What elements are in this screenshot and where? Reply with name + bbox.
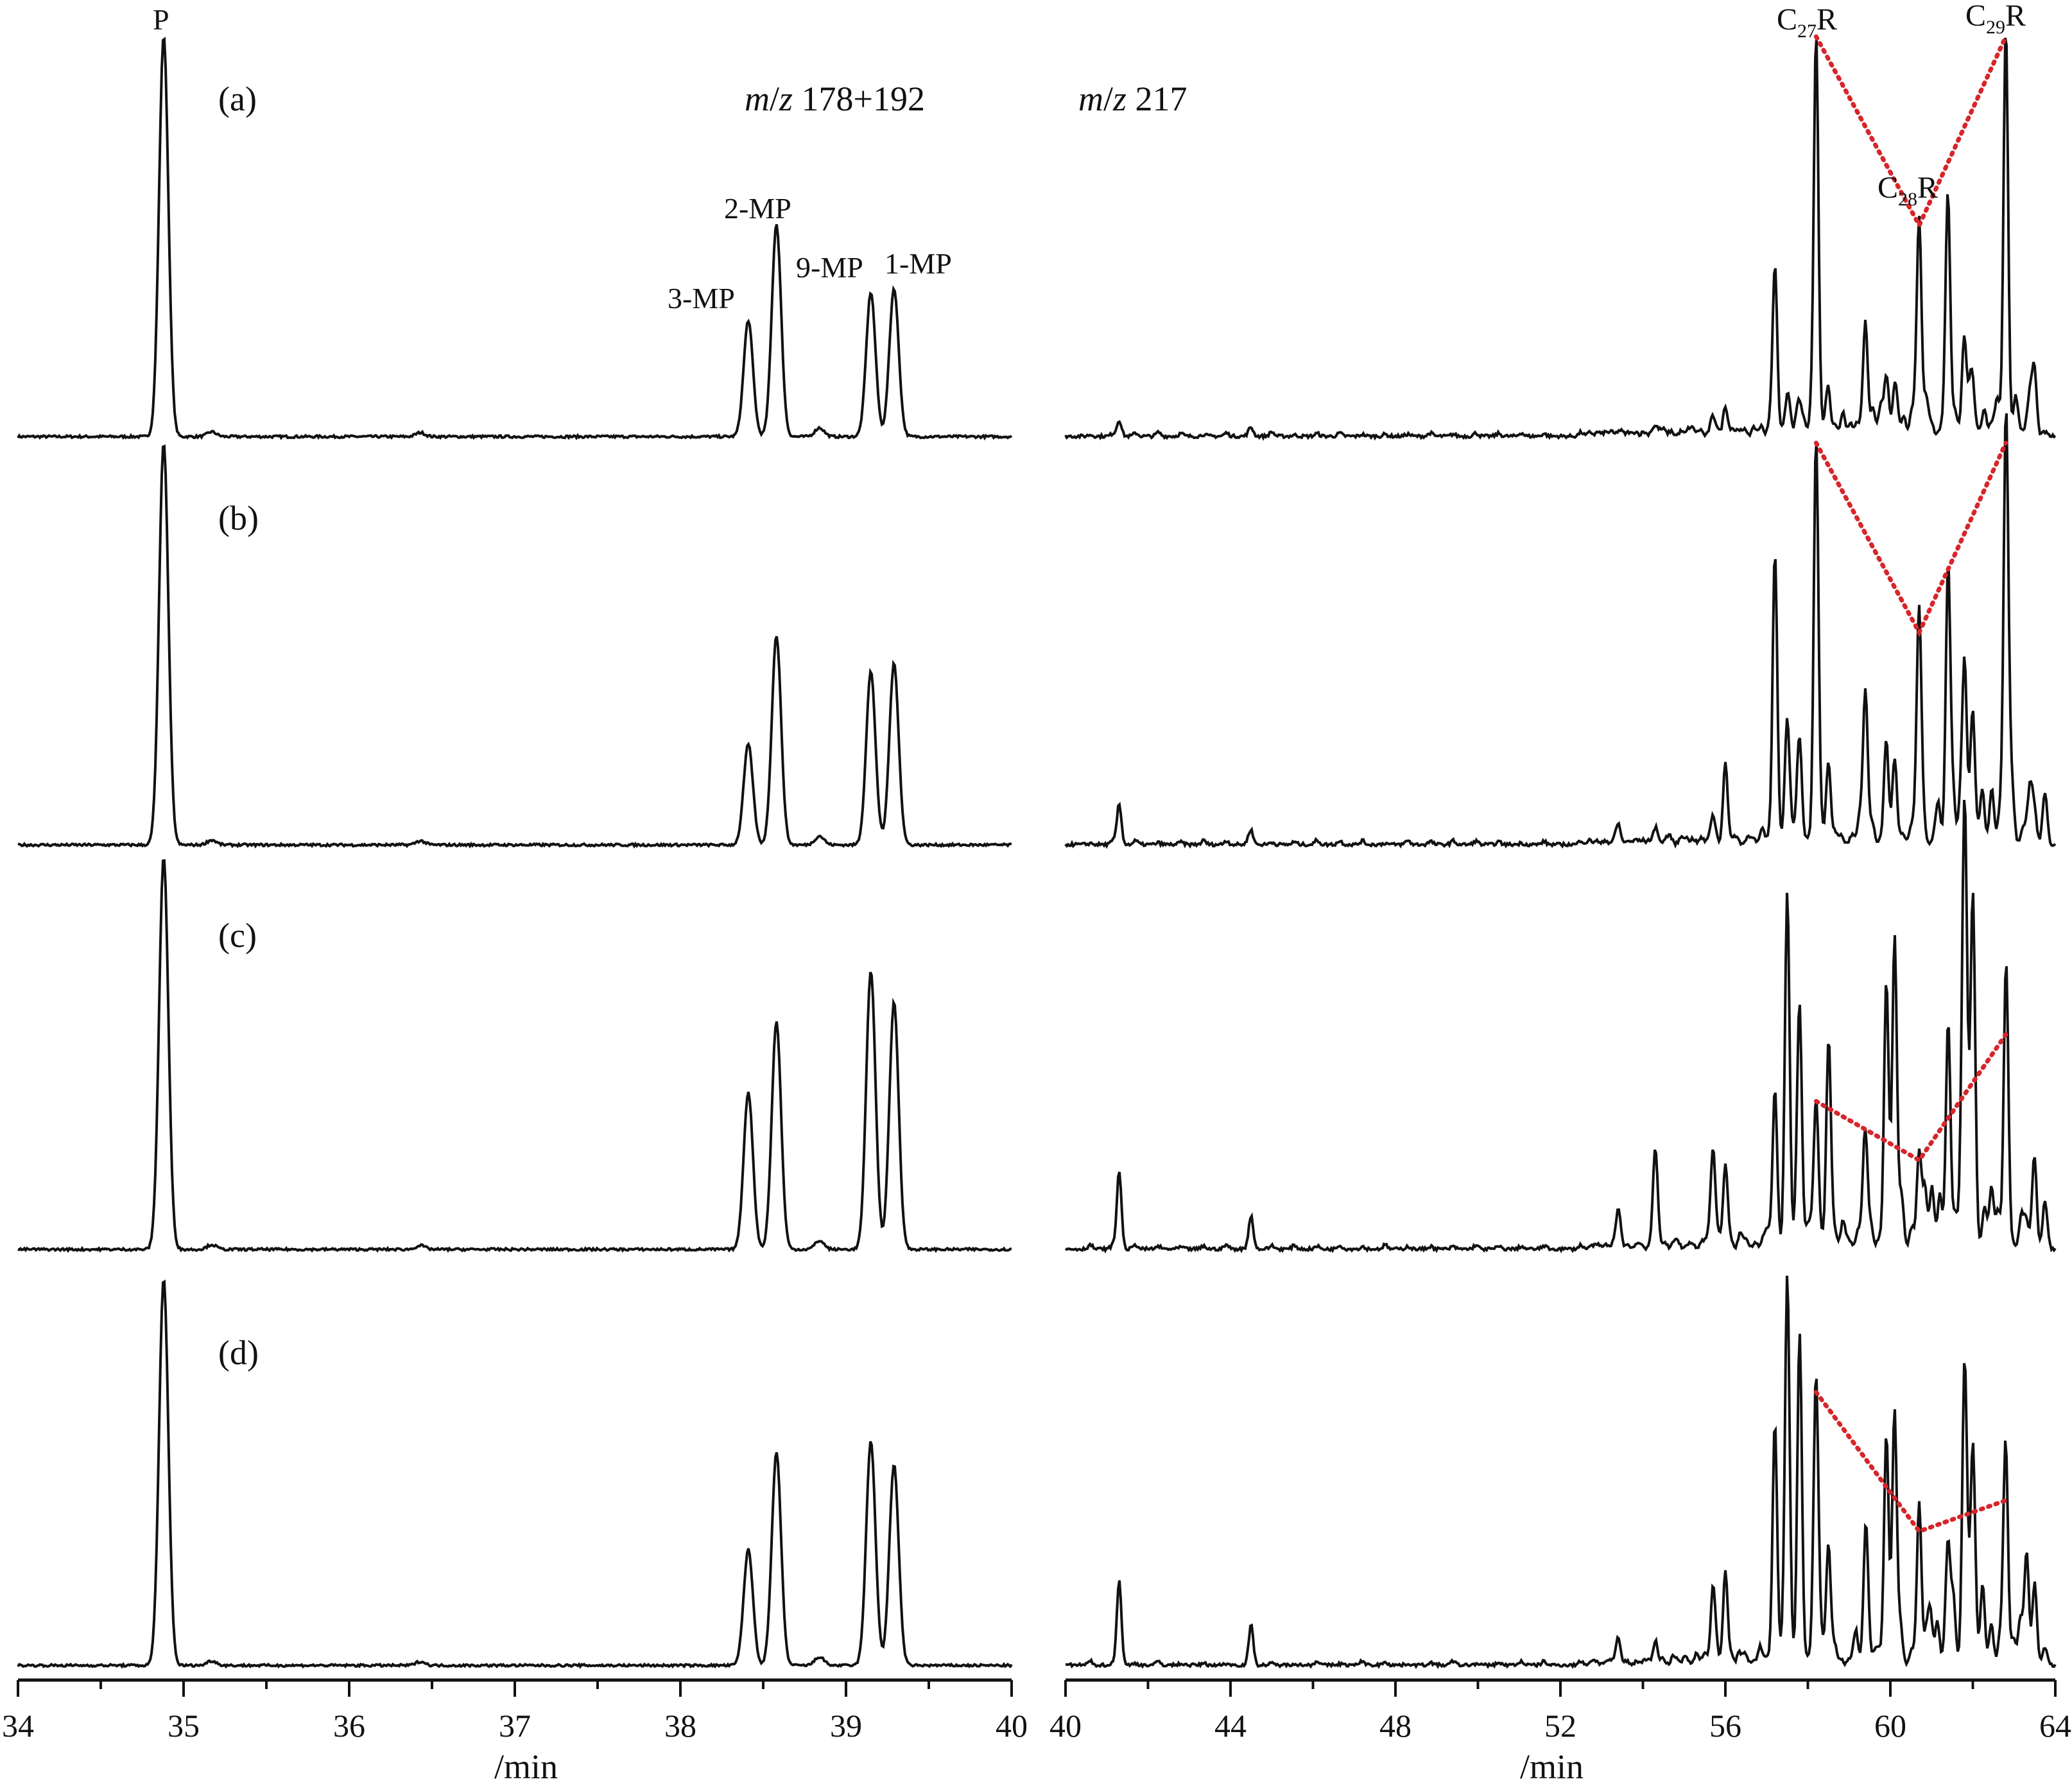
sterane-trend-d xyxy=(1813,1390,2008,1534)
peak-label-c27r: C27R xyxy=(1777,3,1837,42)
peak-label-c29r: C29R xyxy=(1965,0,2026,38)
trace-right-d xyxy=(1065,1276,2057,1669)
left-tick-label: 34 xyxy=(2,1708,34,1744)
right-axis-title: /min xyxy=(1520,1747,1584,1786)
peak-label-p: P xyxy=(153,3,169,36)
panel-label-b: (b) xyxy=(218,499,259,537)
trace-right-b xyxy=(1064,413,2057,849)
panel-label-a: (a) xyxy=(218,80,257,118)
right-tick-label: 52 xyxy=(1544,1708,1576,1744)
trace-right-c xyxy=(1064,799,2057,1254)
right-tick-label: 56 xyxy=(1709,1708,1741,1744)
left-tick-label: 40 xyxy=(996,1708,1028,1744)
right-tick-label: 60 xyxy=(1874,1708,1906,1744)
right-tick-label: 48 xyxy=(1379,1708,1412,1744)
right-tick-label: 40 xyxy=(1049,1708,1082,1744)
trace-right-a xyxy=(1064,37,2057,441)
peak-label-2mp: 2-MP xyxy=(724,192,791,225)
trace-left-c xyxy=(17,859,1012,1253)
sterane-trend-a xyxy=(1813,34,2008,230)
sterane-trend-b xyxy=(1813,440,2008,638)
trace-left-d xyxy=(17,1279,1013,1669)
right-tick-label: 64 xyxy=(2039,1708,2071,1744)
peak-label-c28r: C28R xyxy=(1878,171,1938,210)
right-tick-label: 44 xyxy=(1214,1708,1247,1744)
left-axis-title: /min xyxy=(494,1747,558,1786)
peak-label-3mp: 3-MP xyxy=(668,282,735,315)
panel-label-c: (c) xyxy=(218,916,257,955)
left-tick-label: 35 xyxy=(168,1708,200,1744)
sterane-trend-c xyxy=(1813,1032,2008,1163)
trace-left-a xyxy=(17,37,1013,441)
trace-layer xyxy=(17,37,2057,1669)
peak-label-1mp: 1-MP xyxy=(885,247,952,280)
trace-left-b xyxy=(17,444,1012,849)
sterane-trend-lines xyxy=(1813,34,2008,1534)
panel-label-d: (d) xyxy=(218,1333,259,1372)
left-tick-label: 39 xyxy=(830,1708,862,1744)
tick-layer: 34 35 36 37 38 39 40 40 44 48 52 56 60 64 xyxy=(2,1680,2071,1744)
right-ion-title: m/z 217 xyxy=(1078,80,1187,118)
left-ion-title: m/z 178+192 xyxy=(745,80,925,118)
left-tick-label: 36 xyxy=(333,1708,365,1744)
left-tick-label: 37 xyxy=(499,1708,531,1744)
left-tick-label: 38 xyxy=(664,1708,696,1744)
peak-label-9mp: 9-MP xyxy=(796,251,863,284)
